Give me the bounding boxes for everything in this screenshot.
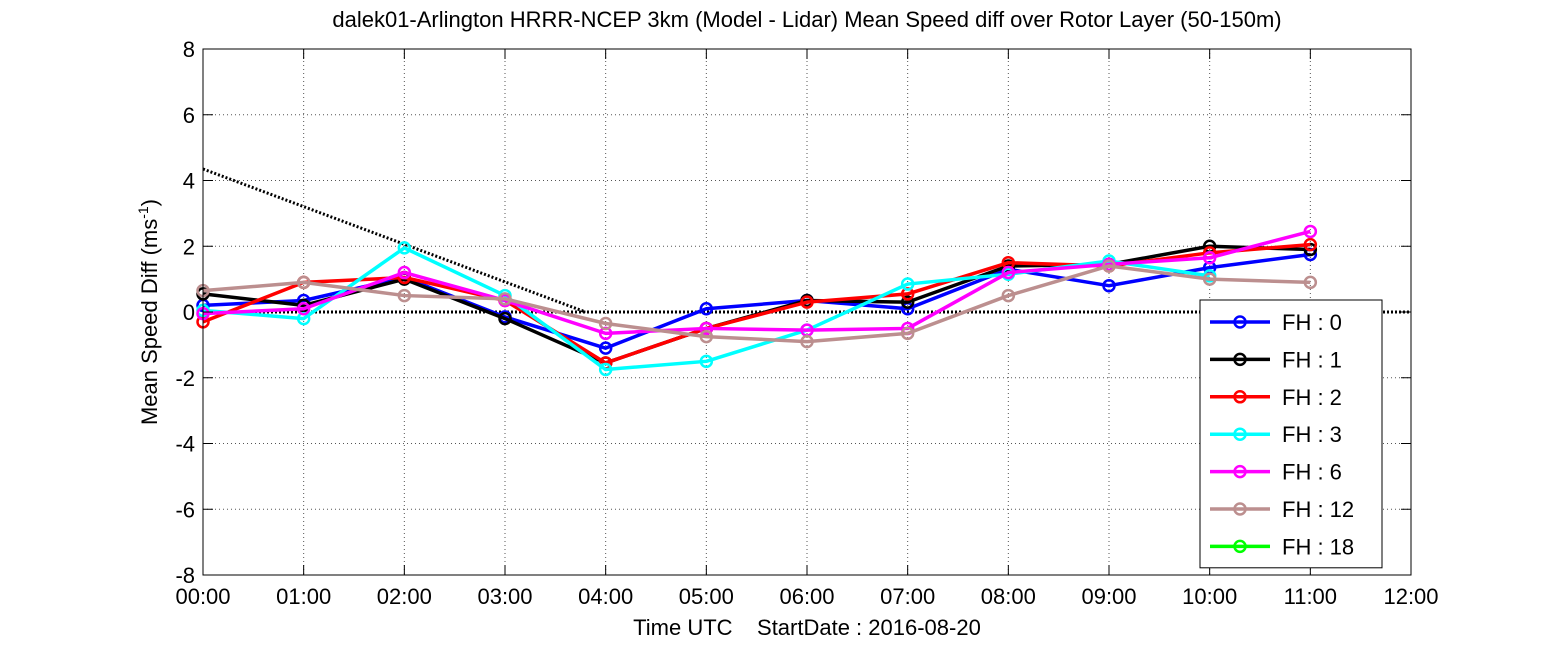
data-point xyxy=(800,334,814,349)
data-point xyxy=(1303,275,1318,290)
data-point xyxy=(397,288,412,303)
y-axis-ticks: -8 -6 -4 -2 0 2 4 6 8 xyxy=(175,37,1411,588)
legend: FH : 0 FH : 1 FH : 2 FH : 3 FH : 6 FH : 12 FH … xyxy=(1199,299,1383,569)
x-tick-label: 02:00 xyxy=(377,584,432,609)
legend-swatch-marker xyxy=(1233,427,1247,441)
y-tick-label: -2 xyxy=(175,366,195,391)
data-point xyxy=(498,311,512,326)
y-tick-label: -8 xyxy=(175,563,195,588)
data-point xyxy=(699,329,714,344)
x-tick-label: 12:00 xyxy=(1383,584,1438,609)
y-axis-label: Mean Speed Diff (ms-1) xyxy=(135,199,162,425)
y-tick-label: 0 xyxy=(183,300,195,325)
x-tick-label: 09:00 xyxy=(1081,584,1136,609)
legend-label: FH : 3 xyxy=(1282,422,1342,447)
legend-label: FH : 2 xyxy=(1282,385,1342,410)
data-point xyxy=(1102,278,1116,293)
y-tick-label: 2 xyxy=(183,234,195,259)
legend-swatch-marker xyxy=(1233,502,1247,516)
x-axis-ticks: 00:00 01:00 02:00 03:00 04:00 05:00 06:00 07:00… xyxy=(175,49,1439,609)
series-line xyxy=(202,264,1311,344)
x-tick-label: 01:00 xyxy=(276,584,331,609)
data-point xyxy=(1303,242,1318,257)
data-point xyxy=(598,362,613,377)
data-point xyxy=(1202,251,1217,265)
y-axis-label-main: Mean Speed Diff (ms xyxy=(137,219,162,425)
x-tick-label: 10:00 xyxy=(1182,584,1237,609)
x-tick-label: 00:00 xyxy=(175,584,230,609)
x-tick-label: 08:00 xyxy=(981,584,1036,609)
data-point xyxy=(397,265,412,280)
data-point xyxy=(900,326,915,341)
x-tick-label: 03:00 xyxy=(477,584,532,609)
data-point xyxy=(900,295,915,309)
legend-swatch-marker xyxy=(1233,315,1247,329)
data-point xyxy=(296,301,311,316)
legend-label: FH : 12 xyxy=(1282,497,1354,522)
legend-swatch-marker xyxy=(1233,352,1247,367)
data-point xyxy=(1001,288,1016,303)
data-point xyxy=(397,241,412,255)
data-point xyxy=(1001,265,1016,280)
y-tick-label: 8 xyxy=(183,37,195,62)
series-group xyxy=(196,224,1318,377)
x-tick-label: 04:00 xyxy=(578,584,633,609)
data-point xyxy=(800,295,814,309)
legend-label: FH : 0 xyxy=(1282,310,1342,335)
x-tick-label: 06:00 xyxy=(779,584,834,609)
trend-line xyxy=(202,167,587,314)
legend-swatch-marker xyxy=(1233,390,1247,404)
y-tick-label: -4 xyxy=(175,432,195,457)
series-line xyxy=(202,229,1311,336)
x-tick-label: 05:00 xyxy=(679,584,734,609)
trend-line-segment xyxy=(202,167,587,314)
y-axis-label-sup: -1 xyxy=(135,206,151,219)
legend-label: FH : 6 xyxy=(1282,460,1342,485)
data-point xyxy=(1202,272,1217,286)
x-tick-label: 11:00 xyxy=(1284,584,1337,609)
data-point xyxy=(900,277,915,291)
data-point xyxy=(498,292,512,306)
legend-swatch-marker xyxy=(1233,464,1247,479)
legend-label: FH : 18 xyxy=(1282,534,1354,559)
y-axis-label-close: ) xyxy=(137,199,162,206)
legend-label: FH : 1 xyxy=(1282,347,1342,372)
x-tick-label: 07:00 xyxy=(880,584,935,609)
y-tick-label: 6 xyxy=(183,103,195,128)
data-point xyxy=(598,341,613,355)
data-point xyxy=(699,301,714,316)
series-line xyxy=(202,252,1311,350)
data-point xyxy=(699,354,714,369)
y-tick-label: -6 xyxy=(175,497,195,522)
data-point xyxy=(296,275,311,290)
data-point xyxy=(699,321,714,336)
data-point xyxy=(1303,237,1318,252)
series-4 xyxy=(196,224,1318,341)
legend-swatch-marker xyxy=(1233,539,1247,554)
chart-title: dalek01-Arlington HRRR-NCEP 3km (Model -… xyxy=(332,7,1281,32)
data-point xyxy=(598,316,613,331)
x-axis-label: Time UTC StartDate : 2016-08-20 xyxy=(633,615,981,640)
y-tick-label: 4 xyxy=(183,169,195,194)
data-point xyxy=(1303,224,1318,239)
data-point xyxy=(1102,259,1116,273)
